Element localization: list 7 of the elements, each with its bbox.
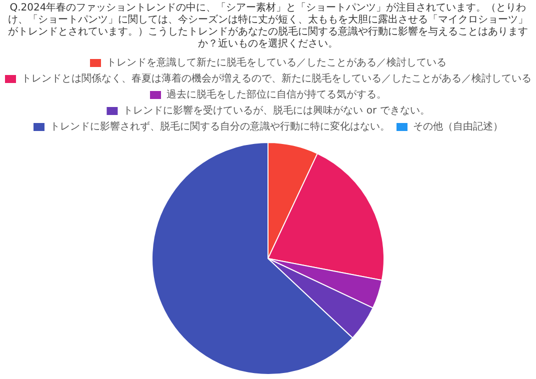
legend-label: その他（自由記述） <box>413 120 503 133</box>
chart-title: Q.2024年春のファッショントレンドの中に、「シアー素材」と「ショートパンツ」が注目されています。（とりわけ、「ショートパンツ」に関しては、今シーズンは特に丈が短く、太ももを大胆に露出させる「マイクロショーツ」がトレンドとされています。）こうしたトレンドがあなたの脱毛に関する意識や行動に影響を与えることはありますか？近いものを選択ください。 <box>8 2 528 50</box>
legend-label: トレンドとは関係なく、春夏は薄着の機会が増えるので、新たに脱毛をしている／したことがある／検討している <box>22 72 532 85</box>
legend-label: トレンドに影響されず、脱毛に関する自分の意識や行動に特に変化はない。 <box>50 120 390 133</box>
legend-label: トレンドを意識して新たに脱毛をしている／したことがある／検討している <box>106 56 446 69</box>
legend-label: トレンドに影響を受けているが、脱毛には興味がない or できない。 <box>123 104 430 117</box>
legend-label: 過去に脱毛をした部位に自信が持てる気がする。 <box>166 88 386 101</box>
